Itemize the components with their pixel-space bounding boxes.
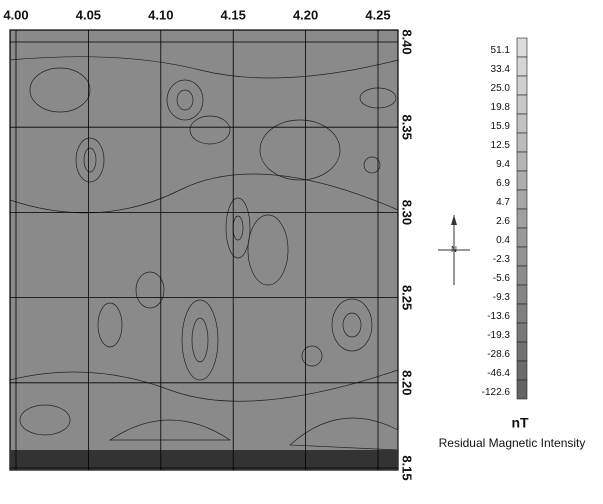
- colorbar-label: 9.4: [496, 159, 510, 170]
- colorbar-label: 51.1: [491, 45, 511, 56]
- colorbar-label: 12.5: [491, 140, 511, 151]
- y-tick-label: 8.40: [400, 29, 415, 54]
- colorbar-swatch: [517, 361, 527, 380]
- colorbar-swatch: [517, 152, 527, 171]
- colorbar-swatch: [517, 209, 527, 228]
- colorbar-label: -122.6: [482, 387, 511, 398]
- colorbar-swatch: [517, 266, 527, 285]
- x-tick-label: 4.10: [148, 7, 173, 22]
- colorbar-title: Residual Magnetic Intensity: [439, 436, 586, 450]
- colorbar-swatch: [517, 323, 527, 342]
- map-frame: [10, 30, 398, 470]
- colorbar-swatch: [517, 95, 527, 114]
- y-tick-label: 8.15: [400, 455, 415, 480]
- colorbar-label: 19.8: [491, 102, 511, 113]
- colorbar-label: -5.6: [493, 273, 511, 284]
- x-tick-label: 4.20: [293, 7, 318, 22]
- colorbar-swatch: [517, 190, 527, 209]
- colorbar-swatch: [517, 76, 527, 95]
- colorbar-swatch: [517, 171, 527, 190]
- colorbar-swatch: [517, 133, 527, 152]
- colorbar-label: -9.3: [493, 292, 511, 303]
- colorbar-swatch: [517, 342, 527, 361]
- colorbar-label: -28.6: [487, 349, 510, 360]
- colorbar-swatch: [517, 228, 527, 247]
- north-arrow: N: [438, 215, 470, 285]
- colorbar-label: 33.4: [491, 64, 511, 75]
- y-tick-label: 8.35: [400, 115, 415, 140]
- x-tick-label: 4.05: [76, 7, 101, 22]
- colorbar-swatch: [517, 114, 527, 133]
- colorbar-swatch: [517, 304, 527, 323]
- colorbar-label: 15.9: [491, 121, 511, 132]
- north-label: N: [451, 245, 457, 254]
- unit-label: nT: [511, 415, 529, 431]
- colorbar-swatch: [517, 38, 527, 57]
- colorbar-label: 4.7: [496, 197, 510, 208]
- colorbar-label: 2.6: [496, 216, 510, 227]
- x-tick-label: 4.00: [3, 7, 28, 22]
- colorbar-label: 0.4: [496, 235, 510, 246]
- colorbar-swatch: [517, 57, 527, 76]
- y-tick-label: 8.30: [400, 200, 415, 225]
- colorbar-swatch: [517, 380, 527, 399]
- colorbar-label: 25.0: [491, 83, 511, 94]
- y-tick-label: 8.25: [400, 285, 415, 310]
- colorbar-label: 6.9: [496, 178, 510, 189]
- colorbar-label: -19.3: [487, 330, 510, 341]
- chart: N nT Residual Magnetic Intensity 4.00 4.0…: [0, 0, 603, 504]
- y-tick-label: 8.20: [400, 370, 415, 395]
- colorbar-label: -46.4: [487, 368, 510, 379]
- colorbar-label: -2.3: [493, 254, 511, 265]
- x-tick-label: 4.25: [365, 7, 390, 22]
- colorbar-swatch: [517, 247, 527, 266]
- colorbar-swatch: [517, 285, 527, 304]
- x-tick-label: 4.15: [221, 7, 246, 22]
- colorbar-label: -13.6: [487, 311, 510, 322]
